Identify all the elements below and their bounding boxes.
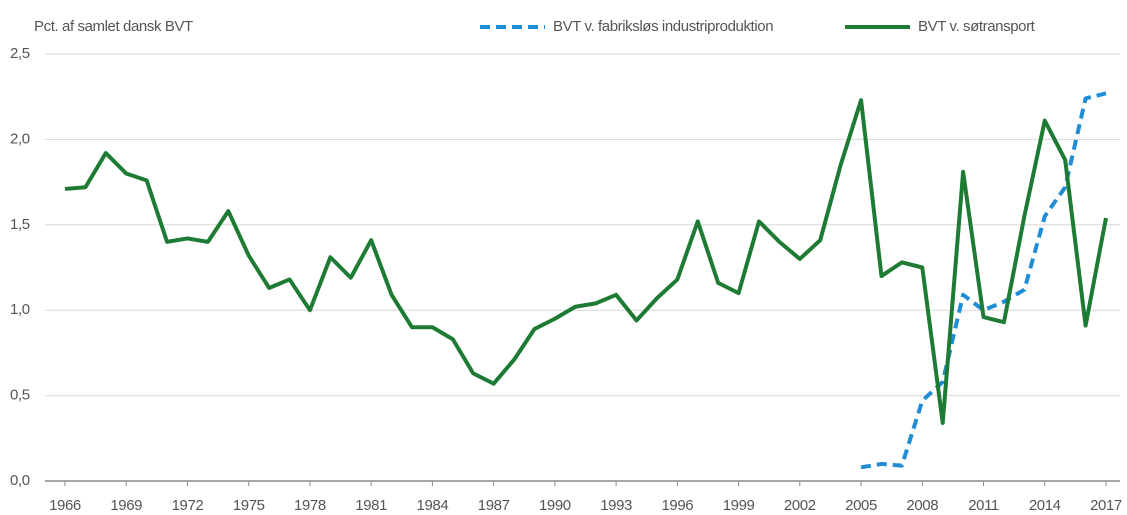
y-tick-label: 0,5 — [10, 387, 30, 404]
x-tick-label: 2017 — [1090, 497, 1122, 514]
x-tick-label: 1996 — [661, 497, 693, 514]
x-tick-label: 2011 — [968, 497, 999, 514]
x-tick-label: 2014 — [1029, 497, 1061, 514]
series-line — [64, 98, 1108, 425]
x-tick-label: 2002 — [784, 497, 816, 514]
x-tick-label: 2008 — [906, 497, 938, 514]
x-tick-label: 1975 — [233, 497, 265, 514]
series-line — [860, 91, 1107, 470]
y-axis-title: Pct. af samlet dansk BVT — [34, 18, 193, 35]
y-tick-label: 1,0 — [10, 301, 30, 318]
y-tick-label: 2,5 — [10, 45, 30, 62]
y-tick-label: 2,0 — [10, 130, 30, 147]
x-tick-label: 1990 — [539, 497, 571, 514]
x-tick-label: 1999 — [723, 497, 755, 514]
x-tick-label: 1966 — [49, 497, 81, 514]
x-tick-label: 1978 — [294, 497, 326, 514]
legend-label: BVT v. søtransport — [918, 18, 1036, 35]
legend-label: BVT v. fabriksløs industriproduktion — [553, 18, 773, 35]
x-tick-label: 1993 — [600, 497, 632, 514]
x-tick-label: 1969 — [110, 497, 142, 514]
x-tick-label: 1972 — [172, 497, 204, 514]
x-tick-label: 1981 — [355, 497, 387, 514]
x-tick-label: 2005 — [845, 497, 877, 514]
x-tick-label: 1987 — [478, 497, 510, 514]
y-tick-label: 1,5 — [10, 216, 30, 233]
y-tick-label: 0,0 — [10, 472, 30, 489]
x-tick-label: 1984 — [417, 497, 449, 514]
